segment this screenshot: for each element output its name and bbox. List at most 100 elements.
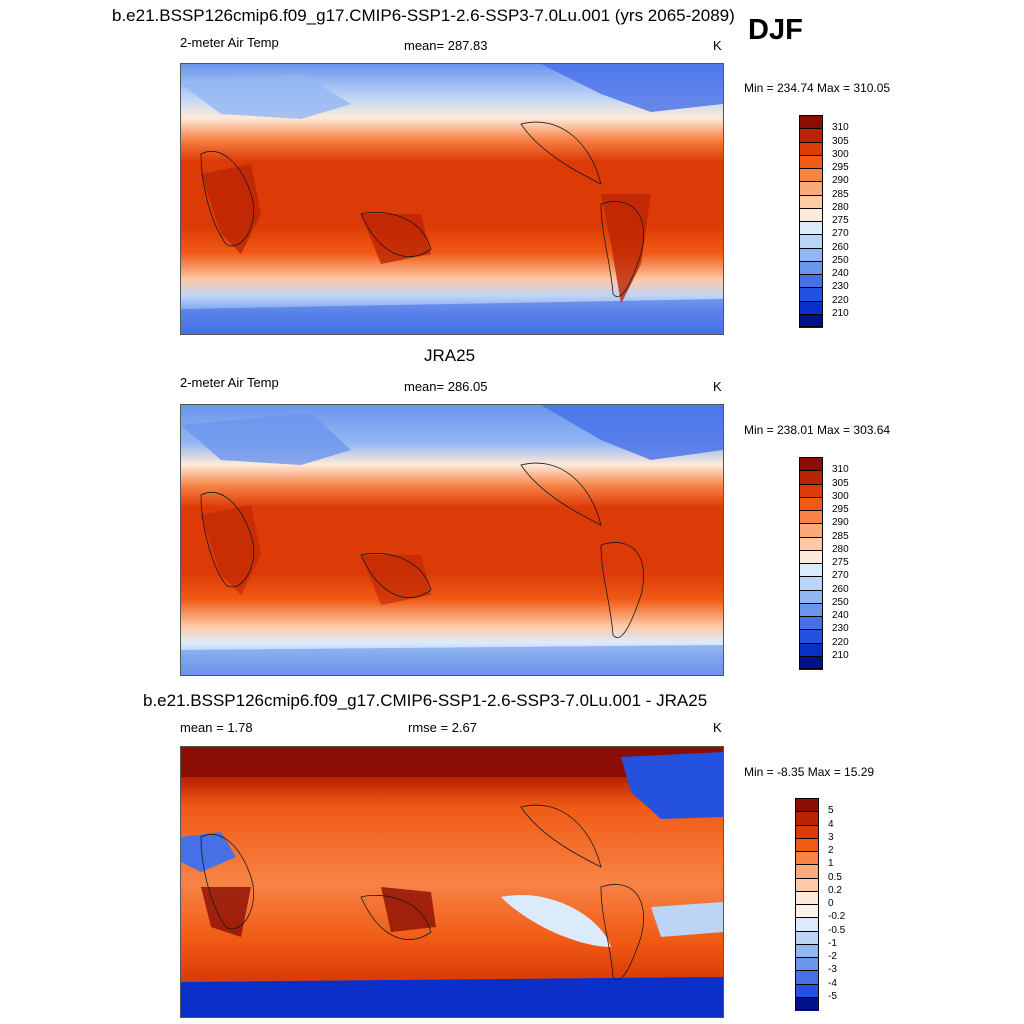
colorbar-tick-label: 210 [832,649,849,661]
colorbar-swatch [799,234,823,249]
colorbar-swatch [799,510,823,525]
colorbar-swatch [799,300,823,315]
colorbar-swatch [799,221,823,236]
colorbar-tick-label: 5 [828,805,834,817]
colorbar-swatch [799,470,823,485]
colorbar-tick-label: 280 [832,543,849,555]
panel2-title: JRA25 [424,346,476,365]
colorbar-swatch [795,930,819,945]
colorbar-tick-label: 0.5 [828,871,842,883]
colorbar-tick-label: 270 [832,570,849,582]
colorbar-tick-label: 280 [832,201,849,213]
colorbar-tick-label: 275 [832,557,849,568]
colorbar-tick-label: 230 [832,281,849,293]
colorbar-swatch [799,274,823,289]
colorbar-swatch [795,957,819,972]
colorbar-tick-label: 310 [832,122,849,134]
colorbar-swatch [799,483,823,498]
colorbar-swatch [799,287,823,302]
panel2-units-label: K [713,379,722,394]
colorbar-swatch [799,181,823,196]
panel3-mean-label: mean = 1.78 [180,720,253,735]
colorbar-tick-label: 260 [832,583,849,595]
colorbar-tick-label: -3 [828,964,837,976]
panel2-mean-label: mean= 286.05 [404,379,488,394]
panel2-map-canvas [181,405,723,675]
colorbar-tick-label: 295 [832,504,849,515]
colorbar-tick-label: 0.2 [828,884,842,896]
colorbar-swatch [795,983,819,998]
colorbar-swatch [799,194,823,209]
colorbar-swatch [799,602,823,617]
panel3-rmse-label: rmse = 2.67 [408,720,478,735]
colorbar-swatch [799,629,823,644]
panel2-variable-label: 2-meter Air Temp [180,375,279,390]
colorbar-frame [799,457,823,669]
season-label: DJF [748,14,803,46]
colorbar-tick-label: 240 [832,268,849,279]
panel3-map-canvas [181,747,723,1017]
colorbar-tick-label: 290 [832,517,849,529]
colorbar-swatch [795,904,819,919]
colorbar-swatch [799,141,823,156]
colorbar-swatch [799,523,823,538]
colorbar-tick-label: 290 [832,175,849,187]
panel1-variable-label: 2-meter Air Temp [180,35,279,50]
colorbar-swatch [799,549,823,564]
colorbar-swatch [799,655,823,670]
colorbar-tick-label: 285 [832,530,849,542]
colorbar-swatch [799,207,823,222]
colorbar-frame [795,798,819,1010]
colorbar-swatch [799,576,823,591]
colorbar-tick-label: 305 [832,135,849,147]
colorbar-tick-label: 240 [832,610,849,621]
colorbar-tick-label: 260 [832,241,849,253]
colorbar-swatch [799,642,823,657]
panel1-mean-label: mean= 287.83 [404,38,488,53]
colorbar-tick-label: -4 [828,977,837,989]
colorbar-swatch [799,536,823,551]
case-title: b.e21.BSSP126cmip6.f09_g17.CMIP6-SSP1-2.… [112,6,735,25]
colorbar-swatch [795,917,819,932]
colorbar-tick-label: 1 [828,858,834,870]
colorbar-swatch [799,589,823,604]
panel1-minmax-label: Min = 234.74 Max = 310.05 [744,81,891,95]
colorbar-tick-label: -1 [828,937,837,949]
panel3-units-label: K [713,720,722,735]
panel1-units-label: K [713,38,722,53]
colorbar-swatch [799,154,823,169]
colorbar-tick-label: 310 [832,464,849,476]
colorbar-swatch [795,970,819,985]
colorbar-swatch [795,824,819,839]
colorbar-swatch [795,996,819,1011]
colorbar-tick-label: 250 [832,254,849,266]
colorbar-swatch [799,128,823,143]
colorbar-tick-label: 270 [832,228,849,240]
panel1-map-canvas [181,64,723,334]
panel3-minmax-label: Min = -8.35 Max = 15.29 [744,765,875,779]
colorbar-tick-label: 285 [832,188,849,200]
panel3-difference-map [180,746,724,1018]
colorbar-tick-label: 220 [832,636,849,648]
colorbar-tick-label: 0 [828,898,834,909]
colorbar-tick-label: 210 [832,307,849,319]
colorbar-tick-label: 3 [828,831,834,843]
colorbar-tick-label: 275 [832,215,849,226]
colorbar-tick-label: 4 [828,818,834,830]
colorbar-swatch [795,890,819,905]
colorbar-tick-label: 300 [832,148,849,160]
colorbar-tick-label: -0.5 [828,924,846,936]
panel2-reanalysis-temperature-map [180,404,724,676]
colorbar-swatch [799,260,823,275]
colorbar-tick-label: 300 [832,490,849,502]
colorbar-swatch [799,247,823,262]
colorbar-tick-label: 220 [832,294,849,306]
colorbar-tick-label: 230 [832,623,849,635]
colorbar-swatch [799,563,823,578]
colorbar-swatch [795,877,819,892]
colorbar-swatch [795,837,819,852]
colorbar-tick-label: -5 [828,990,837,1002]
colorbar-swatch [795,811,819,826]
panel3-title: b.e21.BSSP126cmip6.f09_g17.CMIP6-SSP1-2.… [143,691,708,710]
colorbar-swatch [799,168,823,183]
